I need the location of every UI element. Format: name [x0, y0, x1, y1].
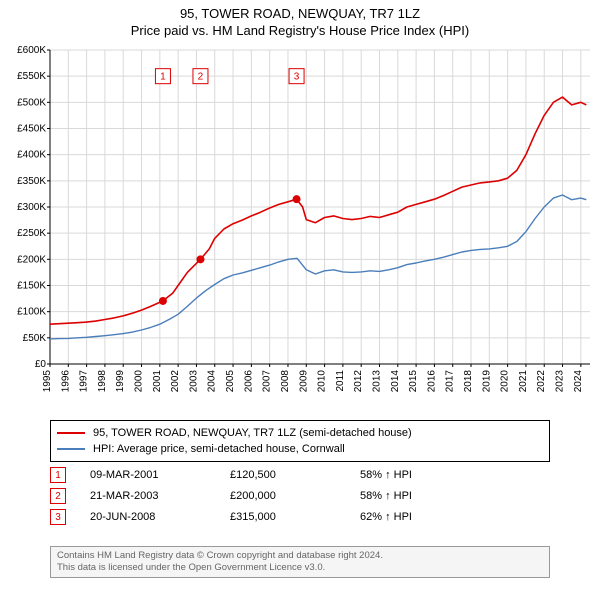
svg-text:2013: 2013: [371, 370, 382, 393]
legend: 95, TOWER ROAD, NEWQUAY, TR7 1LZ (semi-d…: [50, 420, 550, 462]
svg-text:2: 2: [198, 72, 204, 83]
svg-text:2011: 2011: [335, 370, 346, 392]
svg-text:2001: 2001: [152, 370, 163, 393]
svg-text:2003: 2003: [188, 370, 199, 393]
transaction-pct: 58% ↑ HPI: [360, 490, 480, 502]
chart-container: 95, TOWER ROAD, NEWQUAY, TR7 1LZ Price p…: [0, 0, 600, 590]
svg-text:2012: 2012: [353, 370, 364, 393]
svg-text:£450K: £450K: [17, 124, 46, 135]
svg-text:1: 1: [160, 72, 166, 83]
transaction-row: 2 21-MAR-2003 £200,000 58% ↑ HPI: [50, 488, 550, 504]
svg-text:2024: 2024: [573, 370, 584, 393]
legend-swatch: [57, 448, 85, 450]
svg-text:2004: 2004: [207, 370, 218, 393]
svg-text:1999: 1999: [115, 370, 126, 393]
svg-text:£100K: £100K: [17, 307, 46, 318]
legend-row: 95, TOWER ROAD, NEWQUAY, TR7 1LZ (semi-d…: [57, 425, 543, 441]
svg-text:2006: 2006: [243, 370, 254, 393]
svg-text:£600K: £600K: [17, 45, 46, 56]
transaction-price: £200,000: [230, 490, 360, 502]
svg-text:2019: 2019: [481, 370, 492, 393]
svg-text:2009: 2009: [298, 370, 309, 393]
svg-text:2023: 2023: [555, 370, 566, 393]
footer-line: This data is licensed under the Open Gov…: [57, 562, 543, 574]
svg-text:2002: 2002: [170, 370, 181, 393]
transaction-badge: 1: [50, 467, 66, 483]
chart-subtitle: Price paid vs. HM Land Registry's House …: [0, 23, 600, 38]
svg-text:2015: 2015: [408, 370, 419, 393]
svg-text:£400K: £400K: [17, 150, 46, 161]
svg-text:1997: 1997: [79, 370, 90, 393]
transaction-price: £120,500: [230, 469, 360, 481]
svg-text:2014: 2014: [390, 370, 401, 393]
svg-text:2017: 2017: [445, 370, 456, 393]
transaction-pct: 58% ↑ HPI: [360, 469, 480, 481]
svg-text:1998: 1998: [97, 370, 108, 393]
svg-text:£300K: £300K: [17, 202, 46, 213]
svg-text:2010: 2010: [317, 370, 328, 393]
transaction-pct: 62% ↑ HPI: [360, 511, 480, 523]
transaction-row: 1 09-MAR-2001 £120,500 58% ↑ HPI: [50, 467, 550, 483]
svg-text:3: 3: [294, 72, 300, 83]
transactions-table: 1 09-MAR-2001 £120,500 58% ↑ HPI 2 21-MA…: [50, 462, 550, 530]
svg-text:2007: 2007: [262, 370, 273, 393]
svg-text:2016: 2016: [426, 370, 437, 393]
svg-text:1995: 1995: [42, 370, 53, 393]
svg-text:£200K: £200K: [17, 254, 46, 265]
legend-label: 95, TOWER ROAD, NEWQUAY, TR7 1LZ (semi-d…: [93, 425, 412, 441]
chart-title: 95, TOWER ROAD, NEWQUAY, TR7 1LZ: [0, 6, 600, 21]
transaction-date: 20-JUN-2008: [90, 511, 230, 523]
svg-text:£250K: £250K: [17, 228, 46, 239]
svg-text:2000: 2000: [134, 370, 145, 393]
legend-swatch: [57, 432, 85, 434]
svg-text:2020: 2020: [500, 370, 511, 393]
title-block: 95, TOWER ROAD, NEWQUAY, TR7 1LZ Price p…: [0, 0, 600, 38]
svg-text:£150K: £150K: [17, 281, 46, 292]
chart-svg: £0 £50K £100K £150K £200K £250K £300K £350K £400…: [0, 44, 600, 414]
svg-text:2005: 2005: [225, 370, 236, 393]
svg-text:2022: 2022: [536, 370, 547, 393]
svg-text:2018: 2018: [463, 370, 474, 393]
svg-text:£500K: £500K: [17, 97, 46, 108]
svg-text:£350K: £350K: [17, 176, 46, 187]
svg-text:1996: 1996: [60, 370, 71, 393]
svg-text:2008: 2008: [280, 370, 291, 393]
svg-text:£50K: £50K: [23, 333, 47, 344]
legend-row: HPI: Average price, semi-detached house,…: [57, 441, 543, 457]
transaction-badge: 3: [50, 509, 66, 525]
chart: £0 £50K £100K £150K £200K £250K £300K £350K £400…: [0, 44, 600, 414]
legend-label: HPI: Average price, semi-detached house,…: [93, 441, 345, 457]
transaction-date: 09-MAR-2001: [90, 469, 230, 481]
footer-line: Contains HM Land Registry data © Crown c…: [57, 550, 543, 562]
svg-text:2021: 2021: [518, 370, 529, 393]
svg-text:£550K: £550K: [17, 71, 46, 82]
transaction-badge: 2: [50, 488, 66, 504]
transaction-price: £315,000: [230, 511, 360, 523]
transaction-row: 3 20-JUN-2008 £315,000 62% ↑ HPI: [50, 509, 550, 525]
svg-text:£0: £0: [35, 359, 47, 370]
attribution-footer: Contains HM Land Registry data © Crown c…: [50, 546, 550, 578]
transaction-date: 21-MAR-2003: [90, 490, 230, 502]
